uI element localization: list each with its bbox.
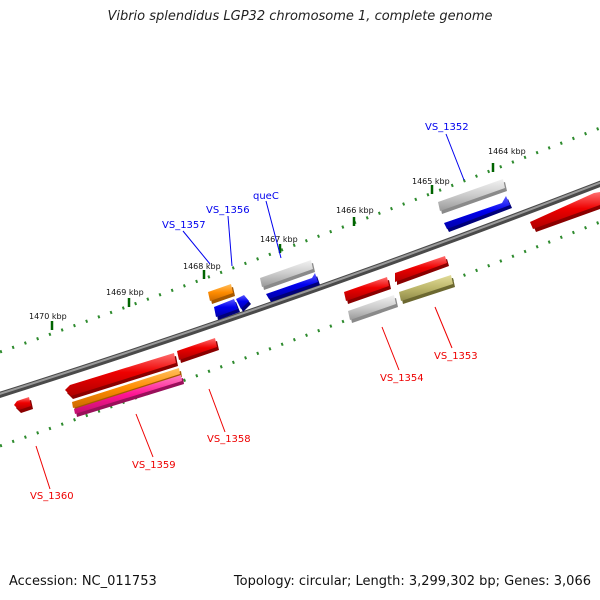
gene-label-vs1354[interactable]: VS_1354 — [380, 373, 424, 384]
tick-track-upper — [0, 126, 600, 354]
gene-label-vs1357[interactable]: VS_1357 — [162, 220, 206, 231]
gene-label-vs1359[interactable]: VS_1359 — [132, 460, 176, 471]
leader-line — [208, 388, 226, 433]
tick-label: 1469 kbp — [106, 288, 144, 297]
map-title: Vibrio splendidus LGP32 chromosome 1, co… — [107, 9, 493, 24]
gene-vs1357-blue[interactable] — [214, 295, 251, 320]
gene-vs1354-grey[interactable] — [348, 295, 398, 323]
leader-line — [35, 445, 51, 490]
leader-line — [445, 133, 465, 181]
tick-label: 1465 kbp — [412, 177, 450, 186]
tick-label: 1467 kbp — [260, 235, 298, 244]
leader-line — [265, 200, 282, 259]
gene-vs1358-red[interactable] — [177, 338, 219, 363]
leader-line — [381, 326, 400, 371]
gene-vs1352-blue[interactable] — [444, 196, 512, 232]
leader-line — [182, 230, 211, 265]
gene-quec-grey[interactable] — [260, 260, 315, 290]
gene-vs1354-red[interactable] — [344, 277, 391, 304]
tick-track-lower — [0, 220, 600, 448]
accession-text: Accession: NC_011753 — [9, 574, 157, 589]
tick-label: 1464 kbp — [488, 147, 526, 156]
gene-vs1359-pink[interactable] — [74, 375, 184, 417]
tick-label: 1470 kbp — [29, 312, 67, 321]
gene-red-right-edge[interactable] — [530, 192, 600, 232]
gene-vs1356-orange[interactable] — [208, 284, 235, 304]
gene-label-vs1358[interactable]: VS_1358 — [207, 434, 251, 445]
gene-label-vs1356[interactable]: VS_1356 — [206, 205, 250, 216]
gene-vs1352-grey[interactable] — [438, 179, 507, 214]
gene-label-vs1353[interactable]: VS_1353 — [434, 351, 478, 362]
genome-summary-text: Topology: circular; Length: 3,299,302 bp… — [233, 574, 591, 589]
gene-vs1353-olive[interactable] — [399, 275, 455, 304]
tick-label: 1468 kbp — [183, 262, 221, 271]
gene-vs1353-red[interactable] — [395, 256, 449, 285]
gene-vs1360-red[interactable] — [14, 397, 33, 413]
gene-label-vs1352[interactable]: VS_1352 — [425, 122, 469, 133]
leader-line — [434, 306, 453, 349]
gene-label-vs1360[interactable]: VS_1360 — [30, 491, 74, 502]
leader-line — [227, 215, 233, 267]
gene-label-quec[interactable]: queC — [253, 191, 279, 202]
gene-quec-blue[interactable] — [266, 273, 320, 302]
gene-vs1359-red[interactable] — [65, 353, 178, 399]
leader-line — [135, 413, 154, 458]
tick-label: 1466 kbp — [336, 206, 374, 215]
